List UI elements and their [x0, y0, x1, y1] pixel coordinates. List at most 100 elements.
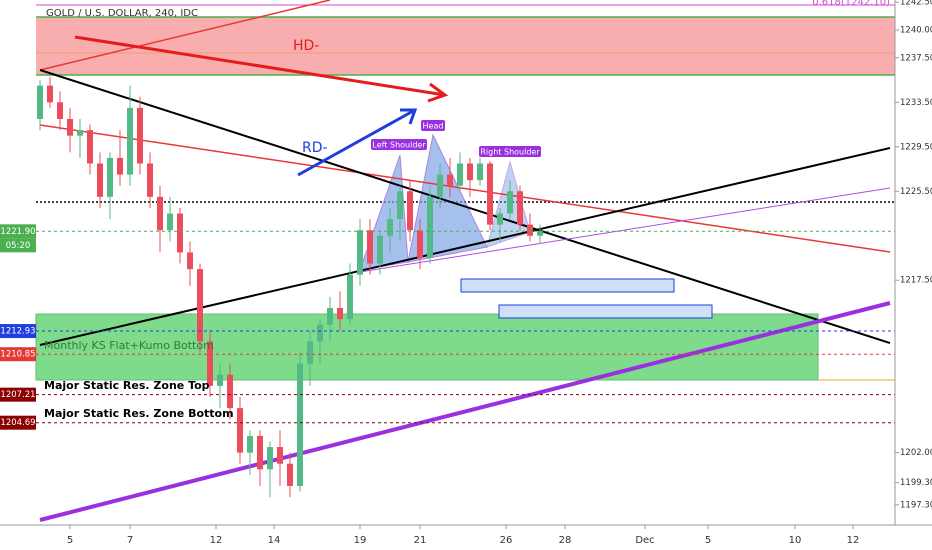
y-tick-label: 1225.50 — [900, 187, 932, 197]
label-bg — [421, 120, 445, 131]
x-tick-label: 5 — [67, 535, 73, 546]
hd-arrow-head — [427, 82, 449, 103]
target-box — [498, 304, 713, 319]
zone-bottom-label: Major Static Res. Zone Bottom — [44, 407, 234, 420]
x-tick-label: 19 — [354, 535, 367, 546]
price-axis — [895, 0, 932, 550]
y-tick-label: 1240.00 — [900, 26, 932, 36]
candle-body — [117, 157, 123, 175]
candle-body — [537, 231, 543, 236]
chart-title: GOLD / U.S. DOLLAR, 240, IDC — [46, 8, 198, 19]
y-tick-label: 1202.00 — [900, 448, 932, 458]
x-tick-label: 7 — [127, 535, 133, 546]
candle-body — [307, 341, 313, 364]
left-shoulder-label: Left Shoulder — [372, 141, 426, 150]
candle-body — [227, 374, 233, 409]
candle-body — [297, 363, 303, 486]
candle-body — [97, 163, 103, 197]
x-tick-label: 10 — [789, 535, 802, 546]
candle-body — [317, 324, 323, 342]
candle-body — [207, 341, 213, 386]
candle-body — [47, 85, 53, 103]
candle-body — [217, 374, 223, 386]
label-bg — [371, 139, 427, 150]
y-tick-label: 1242.50 — [900, 0, 932, 8]
candle-body — [187, 252, 193, 270]
candle-body — [287, 463, 293, 486]
monthly-zone — [35, 313, 819, 381]
trendline — [39, 124, 891, 253]
candle-body — [437, 174, 443, 197]
x-tick-label: 28 — [559, 535, 572, 546]
trendline — [39, 147, 891, 346]
rd-arrow — [297, 108, 416, 177]
candle-body — [77, 130, 83, 136]
candle-body — [247, 435, 253, 453]
candle-body — [507, 191, 513, 214]
candle-body — [57, 102, 63, 119]
target-box — [460, 278, 675, 293]
candle-body — [477, 163, 483, 181]
candle-body — [167, 213, 173, 231]
y-tick-label: 1217.50 — [900, 276, 932, 286]
candle-body — [487, 163, 493, 225]
candle-body — [177, 213, 183, 253]
fib-label: 0.618(1242.10) — [812, 0, 890, 8]
candle-body — [197, 269, 203, 342]
candle-body — [107, 157, 113, 197]
candle-body — [367, 230, 373, 264]
x-tick-label: 14 — [268, 535, 281, 546]
candle-body — [127, 107, 133, 175]
price-badge-label: 1221.90 — [0, 227, 35, 237]
candle-body — [337, 308, 343, 320]
candle-body — [527, 224, 533, 236]
countdown-label: 05:20 — [6, 241, 31, 251]
candle-body — [277, 447, 283, 464]
candle-body — [467, 163, 473, 181]
monthly-label: Monthly KS Flat+Kumo Bottom — [44, 339, 214, 352]
candle-body — [257, 435, 263, 470]
candle-body — [327, 308, 333, 325]
y-tick-label: 1229.50 — [900, 142, 932, 152]
candle-body — [357, 230, 363, 275]
trendline — [39, 69, 891, 344]
candle-body — [147, 163, 153, 197]
zone-top-label: Major Static Res. Zone Top — [44, 379, 210, 392]
trendline — [39, 0, 331, 71]
candle-body — [347, 274, 353, 320]
candle-body — [157, 196, 163, 231]
y-tick-label: 1197.30 — [900, 500, 932, 510]
candle-body — [87, 130, 93, 164]
x-tick-label: 26 — [500, 535, 513, 546]
price-badge-label: 1207.21 — [0, 390, 35, 400]
rd-label: RD- — [302, 140, 328, 156]
candle-body — [67, 118, 73, 136]
candle-body — [267, 447, 273, 470]
right-shoulder-label: Right Shoulder — [480, 148, 540, 157]
x-tick-label: 5 — [705, 535, 711, 546]
price-badge — [0, 415, 36, 430]
candle-body — [387, 219, 393, 236]
x-tick-label: Dec — [635, 535, 654, 546]
price-badge — [0, 387, 36, 402]
countdown-badge — [0, 238, 36, 253]
label-bg — [479, 146, 541, 157]
hd-label: HD- — [293, 38, 319, 54]
price-badge — [0, 224, 36, 239]
candles — [37, 76, 543, 498]
supply-zone — [36, 17, 895, 75]
head-label: Head — [423, 122, 444, 131]
candle-body — [517, 191, 523, 225]
y-tick-label: 1237.50 — [900, 53, 932, 63]
rd-arrow-head — [400, 108, 418, 125]
y-tick-label: 1199.30 — [900, 478, 932, 488]
y-tick-label: 1233.50 — [900, 98, 932, 108]
candle-body — [37, 85, 43, 119]
candle-body — [447, 174, 453, 186]
price-badge — [0, 347, 36, 362]
candle-body — [377, 235, 383, 264]
x-tick-label: 12 — [210, 535, 223, 546]
candle-body — [427, 196, 433, 258]
